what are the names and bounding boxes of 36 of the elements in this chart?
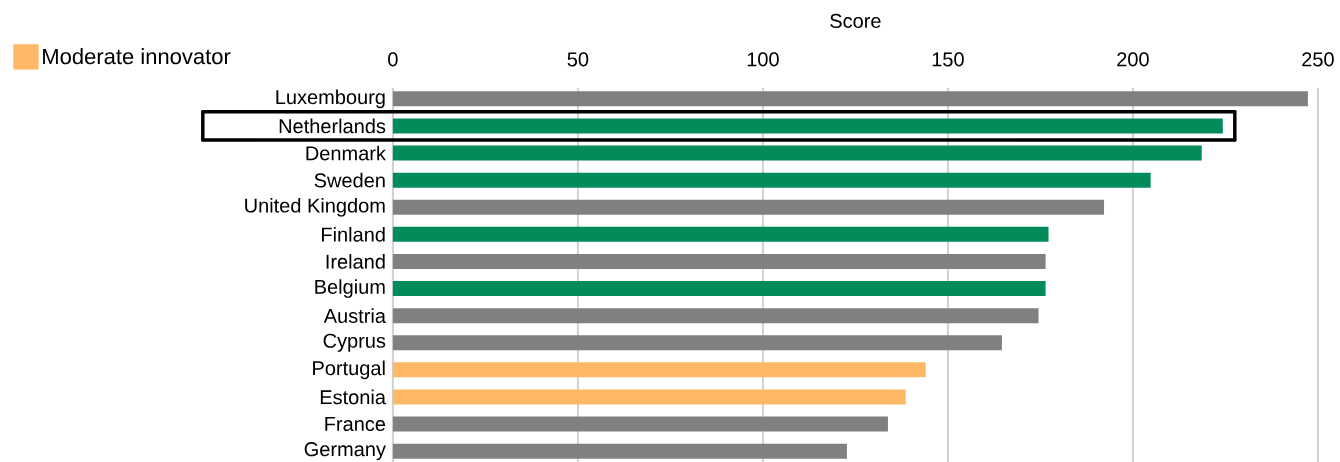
y-tick-label: Ireland bbox=[326, 254, 385, 269]
y-tick-label: Sweden bbox=[314, 172, 385, 188]
bar bbox=[392, 362, 926, 378]
y-tick-label: Finland bbox=[322, 227, 385, 242]
y-tick-label: Netherlands bbox=[279, 118, 386, 134]
bar bbox=[392, 118, 1223, 134]
x-tick-label: 50 bbox=[567, 52, 589, 67]
bar bbox=[392, 281, 1046, 297]
y-tick-label: Portugal bbox=[313, 360, 385, 380]
bar bbox=[392, 145, 1202, 161]
y-tick-label: Germany bbox=[304, 442, 386, 461]
y-tick-label: Estonia bbox=[320, 389, 386, 405]
x-tick-label: 100 bbox=[747, 52, 779, 67]
bar bbox=[392, 443, 847, 459]
y-tick-label: Denmark bbox=[306, 145, 386, 161]
bar bbox=[392, 91, 1308, 107]
bar bbox=[392, 226, 1049, 242]
x-tick-label: 150 bbox=[932, 52, 964, 67]
bar bbox=[392, 253, 1046, 269]
y-tick-label: Cyprus bbox=[323, 333, 386, 352]
x-tick-label: 0 bbox=[388, 52, 398, 67]
x-axis-title: Score bbox=[830, 13, 881, 28]
y-tick-label: United Kingdom bbox=[245, 197, 385, 217]
bar bbox=[392, 199, 1105, 215]
bar bbox=[392, 416, 888, 432]
y-tick-label: Belgium bbox=[315, 279, 385, 298]
x-tick-label: 200 bbox=[1117, 52, 1149, 67]
bar bbox=[392, 172, 1151, 188]
y-tick-label: Luxembourg bbox=[276, 89, 385, 109]
y-tick-label: Austria bbox=[323, 308, 386, 323]
bar bbox=[392, 308, 1039, 324]
y-tick-label: France bbox=[325, 417, 386, 432]
legend-label: Moderate innovator bbox=[43, 48, 231, 65]
x-tick-label: 250 bbox=[1302, 52, 1334, 67]
bar bbox=[392, 335, 1002, 351]
bar bbox=[392, 389, 906, 405]
